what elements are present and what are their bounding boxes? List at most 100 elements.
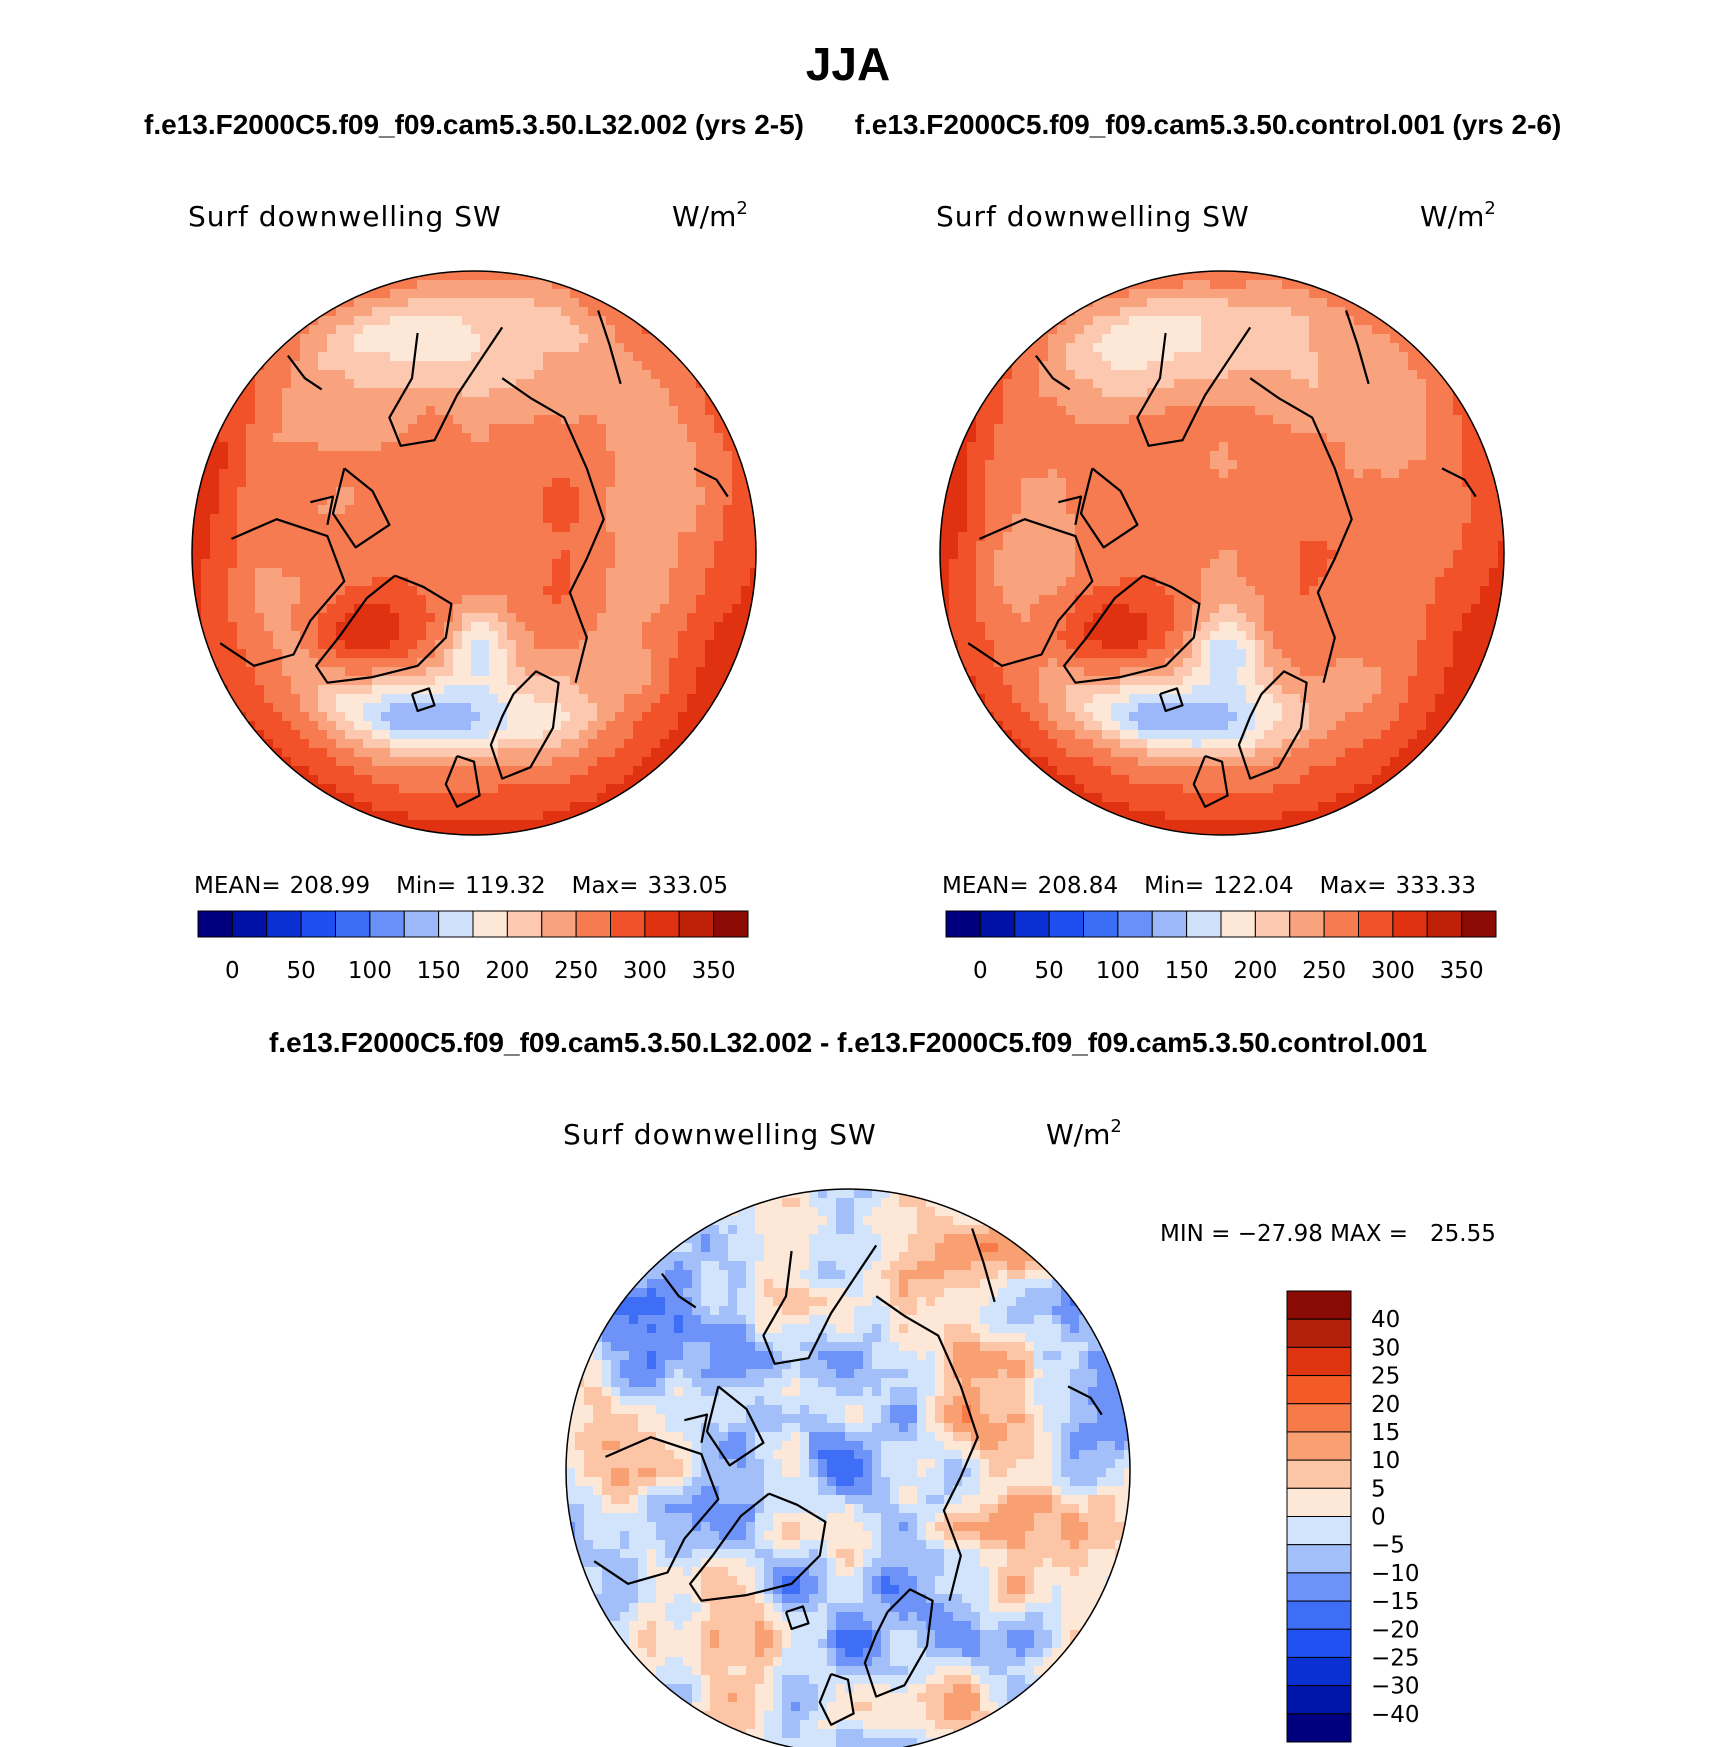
panel-a-field-cell (309, 559, 319, 569)
panel-b-field-cell (1156, 352, 1166, 362)
panel-b-field-cell (1111, 487, 1121, 497)
panel-b-field-cell (1309, 550, 1319, 560)
panel-b-field-cell (1066, 532, 1076, 542)
panel-a-field-cell (624, 505, 634, 515)
panel-b-field-cell (1111, 541, 1121, 551)
panel-b-field-cell (1471, 460, 1481, 470)
panel-a-field-cell (741, 505, 751, 515)
panel-a-field-cell (417, 604, 427, 614)
panel-a-field-cell (399, 478, 409, 488)
panel-a-field-cell (543, 451, 553, 461)
panel-b-field-cell (1174, 406, 1184, 416)
panel-a-field-cell (282, 532, 292, 542)
panel-b-field-cell (1309, 325, 1319, 335)
panel-a-field-cell (561, 433, 571, 443)
panel-a-field-cell (372, 766, 382, 776)
panel-a-field-cell (597, 757, 607, 767)
panel-a-field-cell (651, 451, 661, 461)
panel-a-field-cell (516, 532, 526, 542)
panel-b-field-cell (1444, 523, 1454, 533)
panel-b-field-cell (1210, 514, 1220, 524)
panel-a-field-cell (345, 739, 355, 749)
panel-b-field-cell (1003, 523, 1013, 533)
panel-b-field-cell (1084, 370, 1094, 380)
panel-a-field-cell (417, 577, 427, 587)
panel-a-field-cell (624, 622, 634, 632)
panel-a-field-cell (291, 523, 301, 533)
panel-a-field-cell (696, 496, 706, 506)
panel-a-field-cell (480, 559, 490, 569)
panel-a-field-cell (480, 514, 490, 524)
panel-a-field-cell (462, 784, 472, 794)
panel-b-field-cell (1174, 379, 1184, 389)
panel-a-field-cell (363, 667, 373, 677)
panel-b-field-cell (1399, 388, 1409, 398)
panel-b-field-cell (1273, 514, 1283, 524)
panel-a-field-cell (597, 685, 607, 695)
panel-a-field-cell (525, 613, 535, 623)
panel-b-field-cell (1399, 505, 1409, 515)
panel-a-field-cell (417, 370, 427, 380)
panel-b-field-cell (1471, 532, 1481, 542)
panel-a-field-cell (624, 667, 634, 677)
panel-a-field-cell (462, 325, 472, 335)
panel-b-field-cell (1093, 370, 1103, 380)
panel-a-field-cell (525, 307, 535, 317)
panel-b-field-cell (1111, 361, 1121, 371)
panel-b-field-cell (1408, 523, 1418, 533)
panel-b-field-cell (1102, 316, 1112, 326)
panel-b-field-cell (1336, 316, 1346, 326)
panel-a-field-cell (453, 460, 463, 470)
panel-a-field-cell (471, 460, 481, 470)
panel-a-field-cell (723, 640, 733, 650)
panel-a-field-cell (489, 739, 499, 749)
panel-b-field-cell (1210, 469, 1220, 479)
panel-a-field-cell (300, 541, 310, 551)
panel-b-field-cell (1120, 478, 1130, 488)
panel-b-field-cell (1111, 307, 1121, 317)
panel-a-field-cell (552, 622, 562, 632)
panel-a-field-cell (246, 595, 256, 605)
panel-a-field-cell (507, 577, 517, 587)
panel-a-field-cell (363, 424, 373, 434)
panel-a-field-cell (309, 685, 319, 695)
panel-b-field-cell (1354, 487, 1364, 497)
panel-a-field-cell (471, 415, 481, 425)
panel-a-field-cell (264, 604, 274, 614)
panel-b-field-cell (940, 541, 950, 551)
panel-a-field-cell (678, 703, 688, 713)
panel-a-field-cell (651, 658, 661, 668)
panel-b-field-cell (1111, 559, 1121, 569)
panel-a-field-cell (327, 388, 337, 398)
panel-b-field-cell (1237, 469, 1247, 479)
panel-a-field-cell (561, 352, 571, 362)
panel-a-field-cell (417, 406, 427, 416)
panel-a-field-cell (309, 775, 319, 785)
panel-a-field-cell (525, 406, 535, 416)
panel-b-field-cell (1039, 451, 1049, 461)
panel-b-field-cell (1291, 316, 1301, 326)
panel-b-field-cell (1426, 442, 1436, 452)
panel-b-field-cell (1300, 406, 1310, 416)
panel-a-field-cell (489, 829, 499, 835)
panel-b-field-cell (1354, 406, 1364, 416)
panel-a-field-cell (606, 793, 616, 803)
panel-a-field-cell (435, 604, 445, 614)
panel-b-field-cell (1066, 352, 1076, 362)
panel-b-field-cell (1057, 541, 1067, 551)
panel-a-field-cell (264, 658, 274, 668)
panel-a-field-cell (723, 442, 733, 452)
panel-b-field-cell (1291, 523, 1301, 533)
panel-a-field-cell (300, 739, 310, 749)
panel-a-field-cell (615, 613, 625, 623)
panel-b-field-cell (1336, 424, 1346, 434)
panel-b-field-cell (1165, 361, 1175, 371)
panel-a-field-cell (228, 487, 238, 497)
panel-b-field-cell (1255, 505, 1265, 515)
panel-a-field-cell (417, 343, 427, 353)
panel-a-field-cell (255, 676, 265, 686)
panel-a-field-cell (327, 604, 337, 614)
panel-a-field-cell (606, 424, 616, 434)
panel-a-field-cell (615, 775, 625, 785)
panel-a-field-cell (489, 424, 499, 434)
